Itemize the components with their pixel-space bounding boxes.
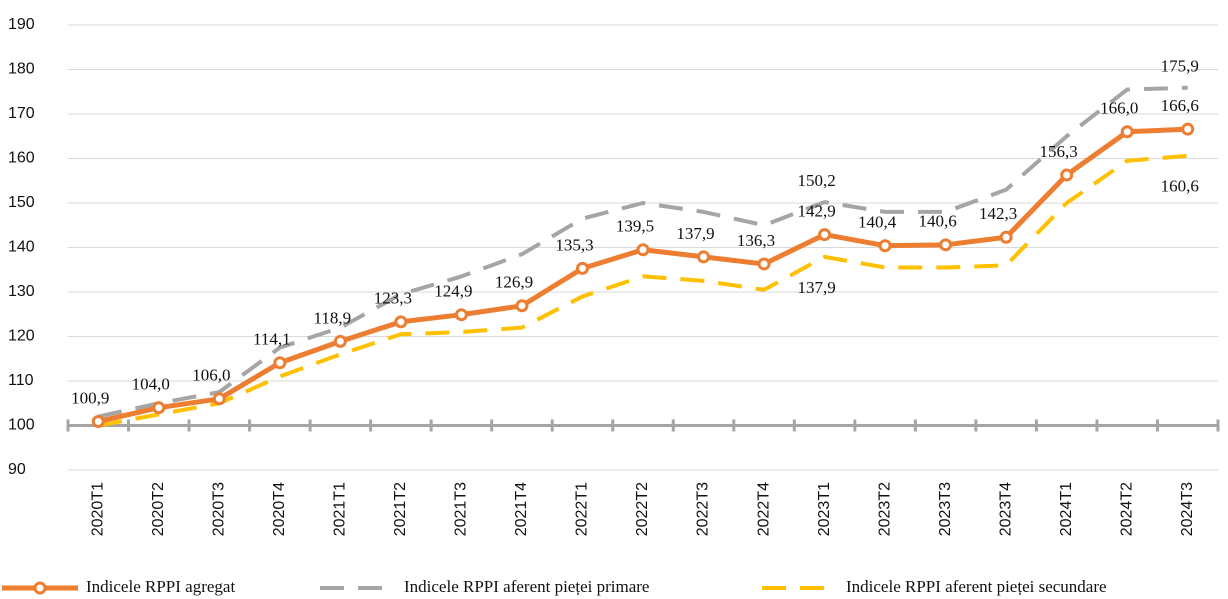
legend-label: Indicele RPPI aferent pieței primare — [404, 577, 649, 596]
x-tick-label: 2023T1 — [816, 482, 833, 536]
y-tick-label: 180 — [8, 61, 35, 78]
marker — [454, 308, 468, 322]
value-label: 126,9 — [495, 273, 533, 292]
x-tick-label: 2022T2 — [634, 482, 651, 536]
marker — [575, 261, 589, 275]
marker — [636, 243, 650, 257]
x-tick-label: 2022T1 — [574, 482, 591, 536]
value-label: 166,0 — [1100, 99, 1138, 118]
value-label: 104,0 — [132, 375, 170, 394]
value-label: 140,4 — [858, 213, 897, 232]
value-label: 166,6 — [1161, 96, 1199, 115]
y-tick-label: 150 — [8, 194, 35, 211]
x-tick-label: 2021T3 — [453, 482, 470, 536]
legend-label: Indicele RPPI aferent pieței secundare — [846, 577, 1107, 596]
value-label: 175,9 — [1161, 57, 1199, 76]
marker — [818, 228, 832, 242]
marker — [697, 250, 711, 264]
y-tick-label: 160 — [8, 150, 35, 167]
value-label: 140,6 — [919, 212, 957, 231]
legend-label: Indicele RPPI agregat — [86, 577, 235, 596]
value-label: 114,1 — [253, 330, 291, 349]
value-label: 142,3 — [979, 204, 1017, 223]
marker — [999, 230, 1013, 244]
value-label: 137,9 — [797, 278, 835, 297]
value-label: 160,6 — [1161, 177, 1199, 196]
x-tick-label: 2020T2 — [150, 482, 167, 536]
marker — [394, 315, 408, 329]
y-tick-label: 170 — [8, 105, 35, 122]
marker — [212, 392, 226, 406]
value-label: 139,5 — [616, 217, 654, 236]
x-tick-label: 2021T4 — [513, 482, 530, 536]
y-tick-label: 100 — [8, 417, 35, 434]
value-label: 123,3 — [374, 289, 412, 308]
x-tick-label: 2023T2 — [876, 482, 893, 536]
y-tick-label: 120 — [8, 328, 35, 345]
x-tick-label: 2021T2 — [392, 482, 409, 536]
value-label: 136,3 — [737, 231, 775, 250]
x-tick-label: 2020T3 — [211, 482, 228, 536]
y-tick-label: 110 — [8, 372, 34, 389]
y-tick-label: 90 — [8, 461, 26, 478]
x-tick-label: 2022T3 — [695, 482, 712, 536]
marker — [515, 299, 529, 313]
marker — [333, 334, 347, 348]
value-label: 142,9 — [797, 202, 835, 221]
value-label: 156,3 — [1040, 142, 1078, 161]
value-label: 135,3 — [555, 235, 593, 254]
x-tick-label: 2024T3 — [1179, 482, 1196, 536]
marker — [878, 239, 892, 253]
marker — [273, 356, 287, 370]
x-tick-label: 2021T1 — [332, 482, 349, 536]
x-tick-label: 2020T4 — [271, 482, 288, 536]
x-tick-label: 2023T4 — [997, 482, 1014, 536]
value-label: 137,9 — [676, 224, 714, 243]
x-tick-label: 2020T1 — [89, 482, 106, 536]
marker — [1060, 168, 1074, 182]
y-tick-label: 130 — [8, 283, 35, 300]
value-label: 100,9 — [71, 388, 109, 407]
y-tick-label: 190 — [8, 16, 35, 33]
series-line — [97, 85, 1188, 419]
x-tick-label: 2024T1 — [1058, 482, 1075, 536]
x-tick-label: 2023T3 — [937, 482, 954, 536]
y-tick-label: 140 — [8, 239, 35, 256]
marker — [939, 238, 953, 252]
x-tick-label: 2022T4 — [755, 482, 772, 536]
value-label: 150,2 — [797, 171, 835, 190]
x-tick-label: 2024T2 — [1118, 482, 1135, 536]
marker — [1181, 122, 1195, 136]
marker — [757, 257, 771, 271]
value-label: 118,9 — [314, 308, 352, 327]
marker — [1120, 125, 1134, 139]
marker — [152, 401, 166, 415]
marker — [91, 414, 105, 428]
value-label: 106,0 — [192, 366, 230, 385]
series-line — [97, 153, 1188, 428]
value-label: 124,9 — [434, 282, 472, 301]
legend-marker — [33, 581, 47, 595]
